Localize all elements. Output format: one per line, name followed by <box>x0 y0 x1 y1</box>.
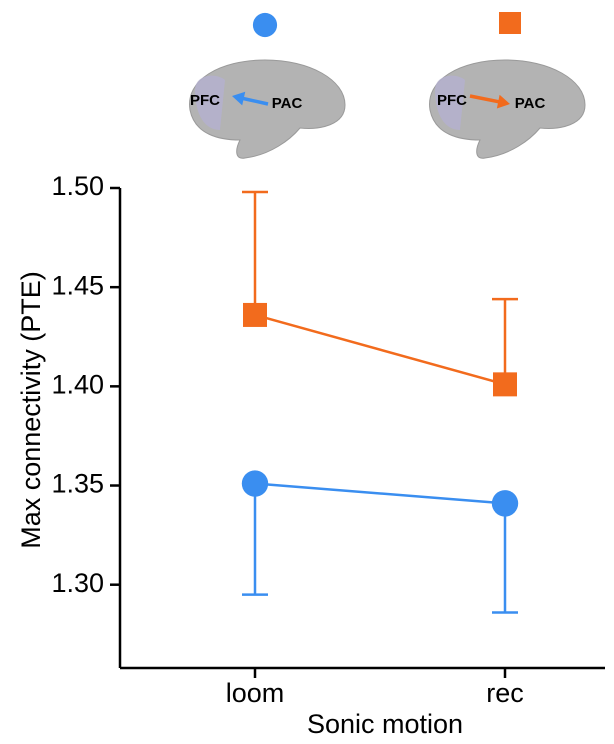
legend-symbol <box>253 13 277 37</box>
y-tick-label: 1.45 <box>51 270 104 300</box>
brain-right <box>430 60 585 158</box>
x-tick-label: rec <box>486 678 524 708</box>
y-tick-label: 1.50 <box>51 171 104 201</box>
region-label: PFC <box>437 92 467 109</box>
series-line <box>255 484 505 504</box>
x-axis-label: Sonic motion <box>307 709 463 739</box>
legend-symbol <box>499 12 521 34</box>
series-line <box>255 315 505 384</box>
region-label: PFC <box>190 92 220 109</box>
y-tick-label: 1.30 <box>51 568 104 598</box>
y-tick-label: 1.40 <box>51 369 104 399</box>
brain-left <box>190 60 345 158</box>
x-tick-label: loom <box>226 678 285 708</box>
region-label: PAC <box>515 95 546 112</box>
region-label: PAC <box>272 95 303 112</box>
y-tick-label: 1.35 <box>51 469 104 499</box>
point <box>493 372 517 396</box>
point <box>492 490 518 516</box>
point <box>242 470 268 496</box>
y-axis-label: Max connectivity (PTE) <box>16 271 46 549</box>
chart: PFC PAC PFC PAC Max connectivity (PTE) S… <box>0 0 614 744</box>
point <box>243 303 267 327</box>
